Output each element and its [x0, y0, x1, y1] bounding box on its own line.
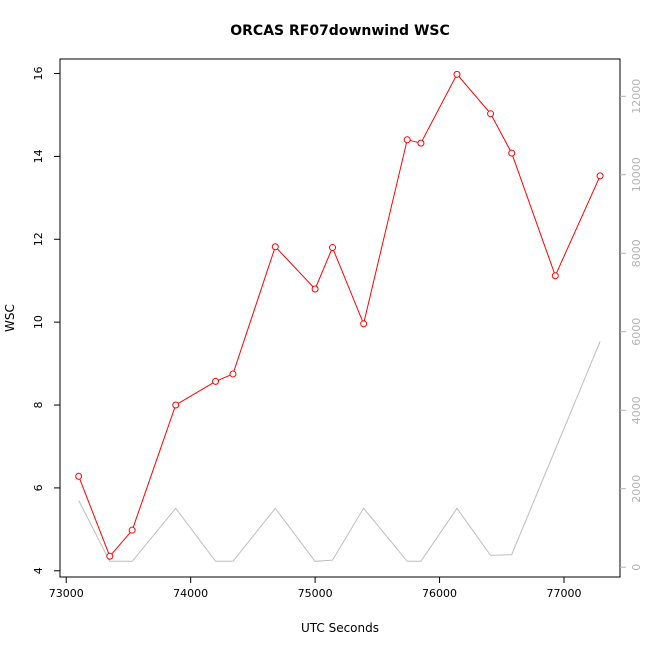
data-point	[487, 110, 495, 118]
data-point	[128, 526, 136, 534]
data-point	[329, 244, 337, 252]
y-tick-label: 8	[32, 402, 45, 409]
data-point	[311, 285, 319, 293]
data-point	[360, 320, 368, 328]
y-tick-label: 6	[32, 484, 45, 491]
data-point	[596, 172, 604, 180]
y-tick-label: 12	[32, 232, 45, 246]
data-point	[172, 401, 180, 409]
data-point	[75, 472, 83, 480]
x-tick-label: 77000	[547, 587, 582, 600]
data-point	[229, 370, 237, 378]
data-point	[417, 139, 425, 147]
series-line-right	[78, 341, 601, 562]
chart-title: ORCAS RF07downwind WSC	[230, 23, 450, 39]
y-tick-label: 10	[32, 315, 45, 329]
series-right-axis	[78, 341, 601, 562]
x-tick-label: 76000	[422, 587, 457, 600]
data-point	[271, 243, 279, 251]
y-tick-label: 14	[32, 149, 45, 163]
y-axis-label: WSC	[3, 304, 17, 332]
x-axis-label: UTC Seconds	[301, 621, 379, 635]
y-axis-right: 0 2000 4000 6000 8000 10000 12000	[620, 79, 643, 571]
data-point	[453, 70, 461, 78]
y2-tick-label: 8000	[630, 239, 643, 267]
y-tick-label: 16	[32, 67, 45, 81]
series-left-axis	[75, 70, 604, 560]
y2-tick-label: 4000	[630, 396, 643, 424]
data-point	[106, 552, 114, 560]
x-axis: 73000 74000 75000 76000 77000	[49, 577, 582, 600]
data-point	[508, 149, 516, 157]
x-tick-label: 75000	[298, 587, 333, 600]
y2-tick-label: 10000	[630, 157, 643, 192]
y2-tick-label: 6000	[630, 318, 643, 346]
plot-frame	[59, 58, 621, 578]
y2-tick-label: 0	[630, 564, 643, 571]
x-tick-label: 73000	[49, 587, 84, 600]
y-tick-label: 4	[32, 567, 45, 574]
y2-tick-label: 2000	[630, 475, 643, 503]
data-point	[403, 136, 411, 144]
data-point	[212, 377, 220, 385]
y-axis-left: 4 6 8 10 12 14 16	[32, 67, 60, 574]
data-point	[551, 272, 559, 280]
series-line-left	[78, 73, 601, 558]
x-tick-label: 74000	[173, 587, 208, 600]
y2-tick-label: 12000	[630, 79, 643, 114]
